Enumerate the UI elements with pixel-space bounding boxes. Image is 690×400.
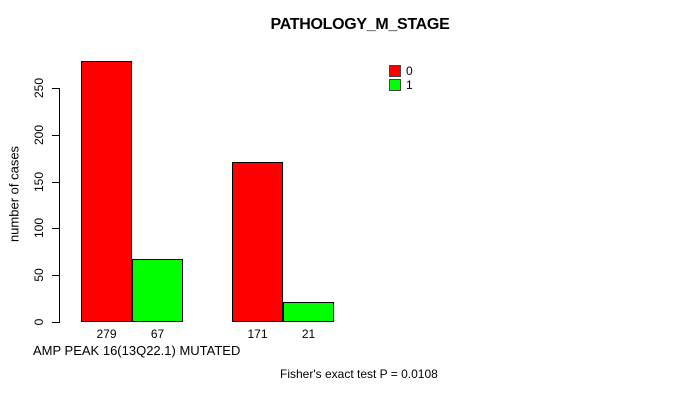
y-axis-tick [52,135,59,136]
legend-item-0: 0 [389,65,413,77]
fisher-test-note: Fisher's exact test P = 0.0108 [280,367,438,381]
x-axis-label: AMP PEAK 16(13Q22.1) MUTATED [33,343,241,358]
bar-series1-group2 [283,302,334,322]
y-axis-tick [52,228,59,229]
chart-title: PATHOLOGY_M_STAGE [270,16,450,33]
y-tick-label: 150 [32,171,46,193]
bar-value-label: 21 [301,327,316,341]
y-tick-label: 250 [32,77,46,99]
legend-label: 1 [406,78,413,92]
legend: 0 1 [389,65,413,93]
y-axis-tick [52,88,59,89]
y-axis-line [59,88,60,323]
y-tick-label: 100 [32,217,46,239]
y-axis-tick [52,322,59,323]
bar-value-label: 279 [96,327,117,341]
legend-label: 0 [406,64,413,78]
bar-series0-group1 [81,61,132,322]
legend-swatch-green [389,79,401,91]
legend-item-1: 1 [389,79,413,91]
legend-swatch-red [389,65,401,77]
bar-series1-group1 [132,259,183,322]
y-tick-label: 50 [32,268,46,282]
y-tick-label: 200 [32,124,46,146]
y-axis-tick [52,275,59,276]
y-tick-label: 0 [32,318,46,326]
y-axis-tick [52,182,59,183]
bar-value-label: 171 [247,327,268,341]
bar-series0-group2 [232,162,283,322]
bar-value-label: 67 [150,327,165,341]
